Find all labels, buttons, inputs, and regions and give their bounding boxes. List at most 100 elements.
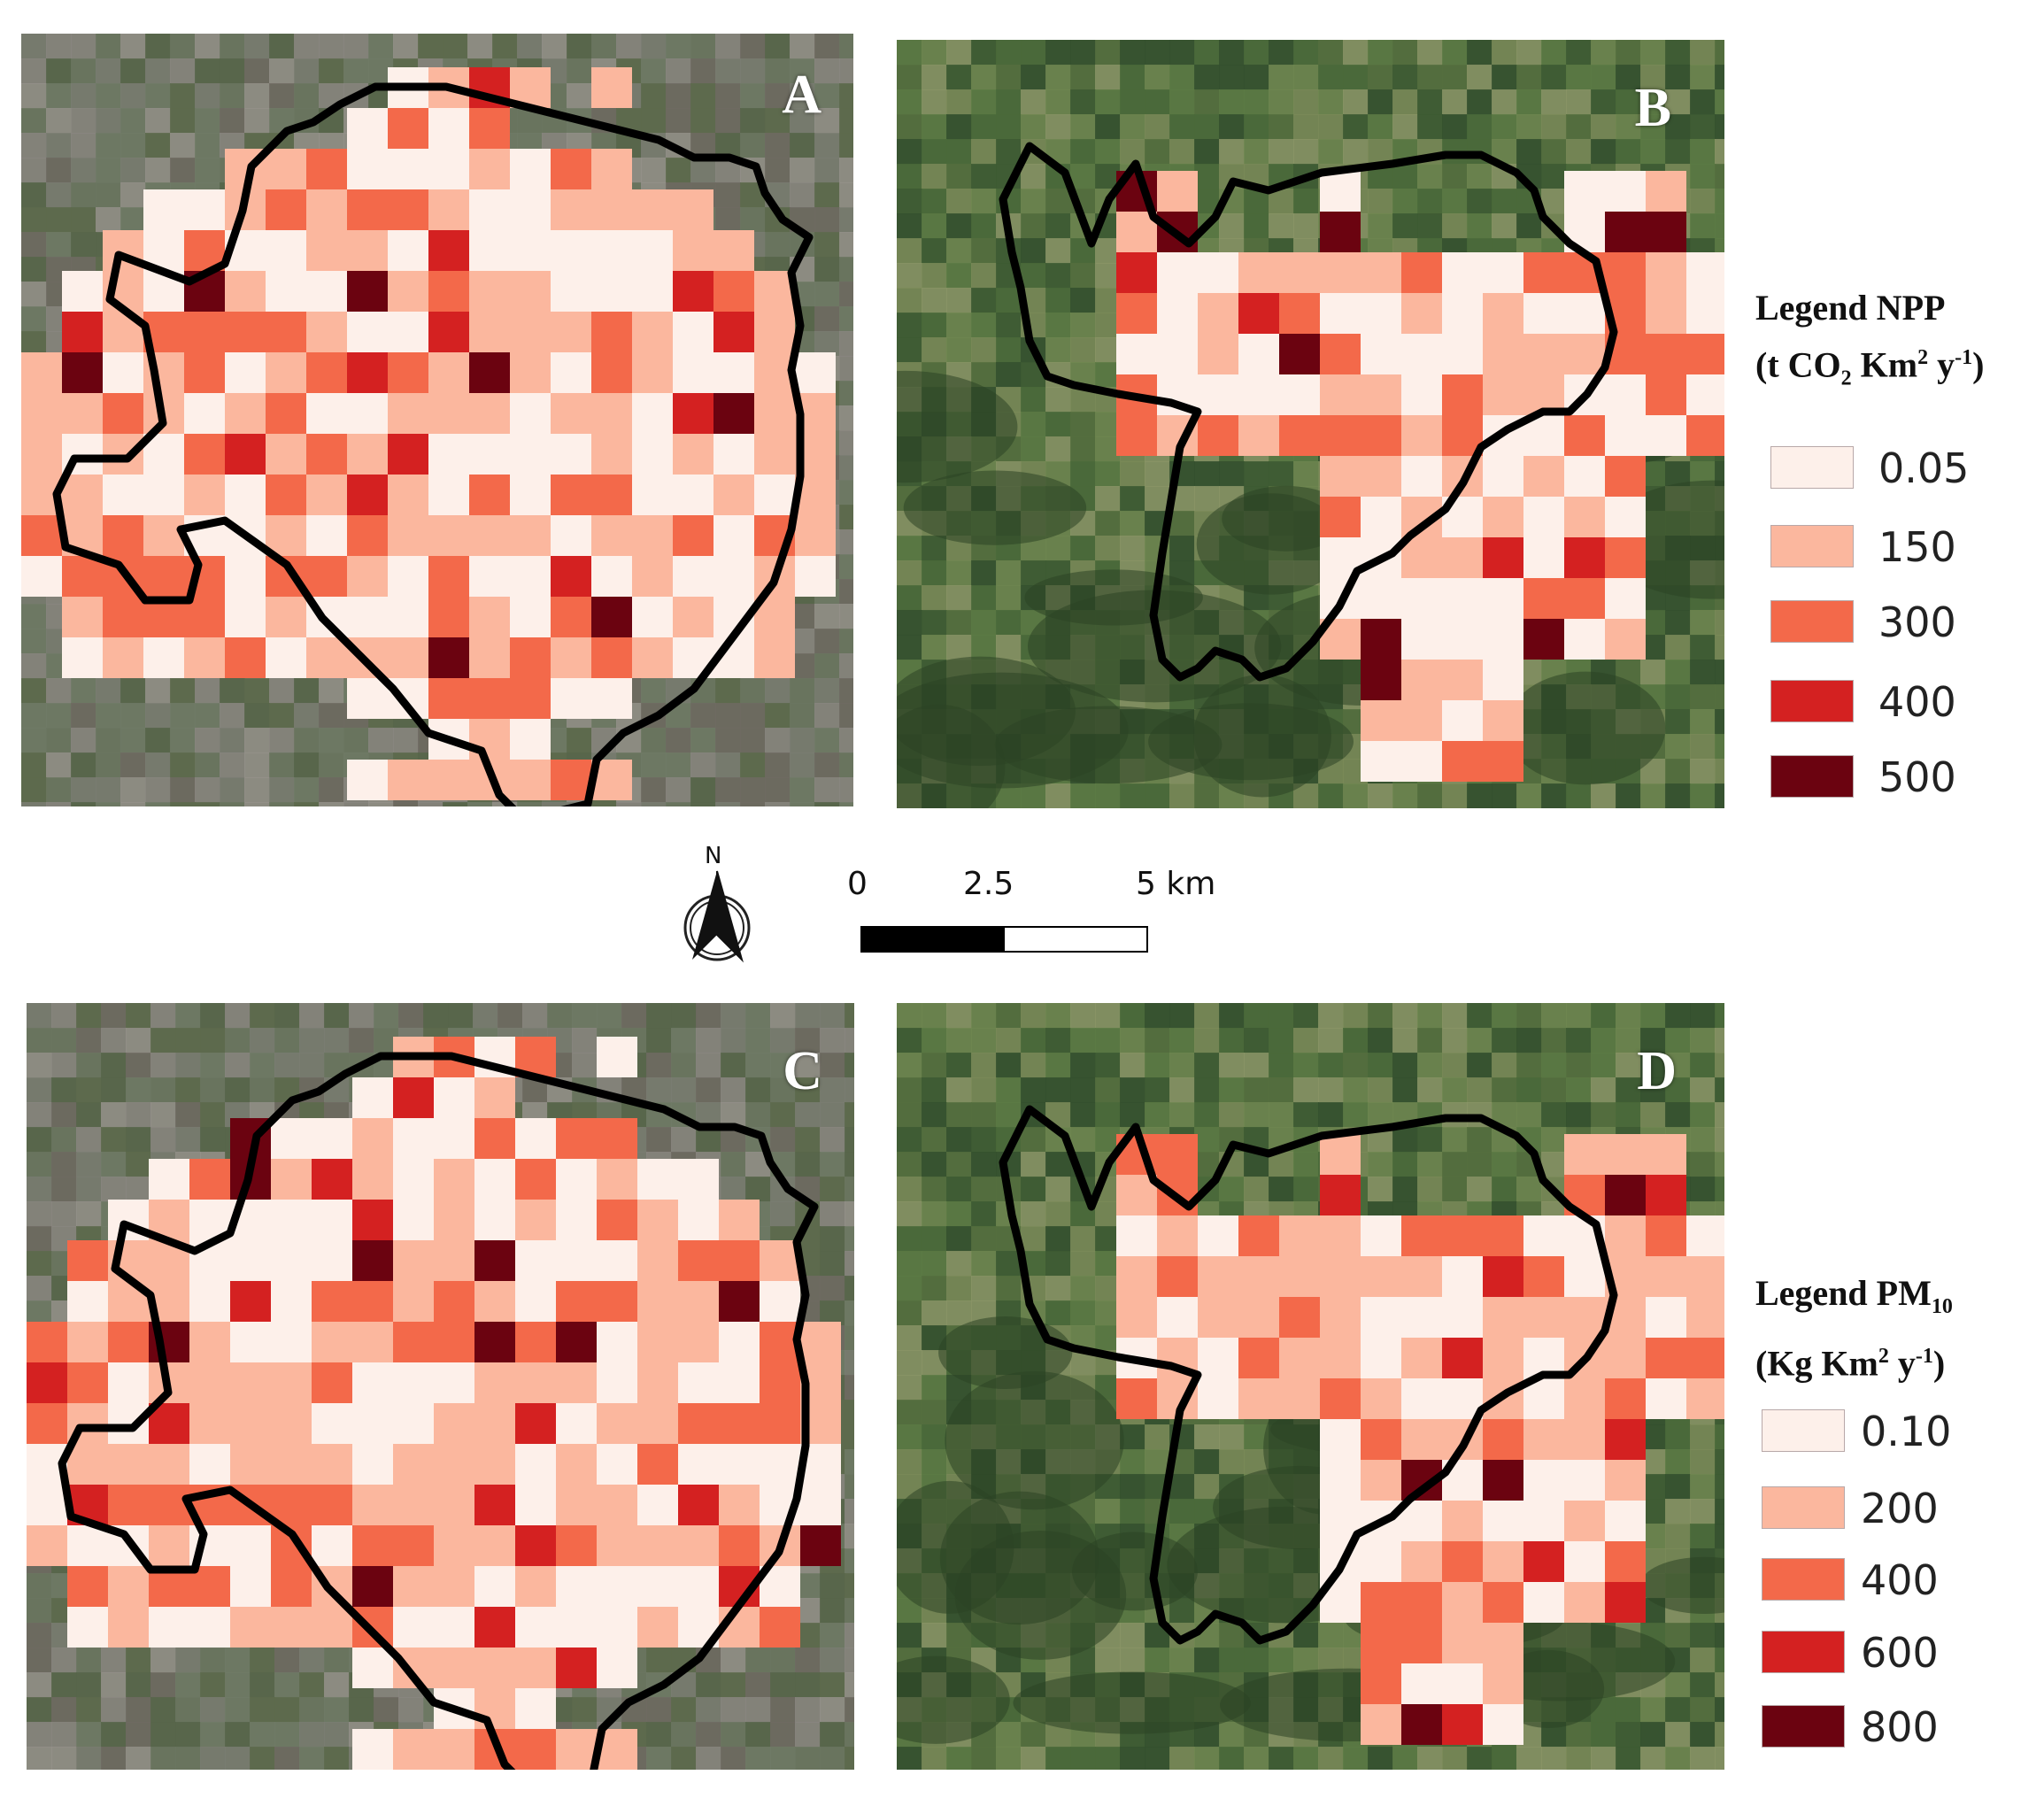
grid-cell [469,230,510,271]
grid-cell [266,230,306,271]
map-panel-b: B [897,40,1724,808]
grid-cell [189,1403,230,1444]
grid-cell [225,434,266,475]
grid-cell [515,1444,556,1485]
legend-swatch [1762,1486,1845,1529]
grid-cell [474,1281,515,1322]
grid-cell [551,189,591,230]
grid-cell [1238,1215,1279,1256]
grid-cell [678,1281,719,1322]
grid-cell [1401,334,1442,374]
grid-cell [556,1322,597,1362]
grid-cell [428,556,469,597]
grid-cell [597,1118,637,1159]
legend-swatch [1762,1558,1845,1601]
grid-cell [428,515,469,556]
grid-cell [21,393,62,434]
grid-cell [1279,293,1320,334]
grid-cell [1157,293,1198,334]
grid-cell [510,312,551,352]
grid-cell [1605,1215,1646,1256]
grid-cell [510,352,551,393]
map-c-svg [27,1003,854,1770]
grid-cell [1523,252,1564,293]
grid-cell [1483,578,1523,619]
grid-cell [1157,334,1198,374]
grid-cell [428,108,469,149]
grid-cell [108,1566,149,1607]
grid-cell [719,1322,760,1362]
grid-cell [632,434,673,475]
grid-cell [108,1362,149,1403]
grid-cell [1279,252,1320,293]
grid-cell [27,1403,67,1444]
grid-cell [103,393,143,434]
grid-cell [1605,1541,1646,1582]
grid-cell [1564,1501,1605,1541]
grid-cell [428,678,469,719]
grid-cell [469,434,510,475]
grid-cell [352,1729,393,1770]
grid-cell [1361,293,1401,334]
grid-cell [1523,1460,1564,1501]
grid-cell [591,475,632,515]
north-arrow-icon [683,870,751,963]
grid-cell [352,1159,393,1200]
grid-cell [434,1077,474,1118]
grid-cell [21,556,62,597]
grid-cell [800,1322,841,1362]
grid-cell [1320,252,1361,293]
grid-cell [1401,578,1442,619]
grid-cell [1442,1297,1483,1338]
grid-cell [271,1444,312,1485]
grid-cell [1361,497,1401,537]
scale-label-0: 0 [847,866,868,902]
grid-cell [108,1485,149,1525]
grid-cell [352,1281,393,1322]
grid-cell [591,230,632,271]
grid-cell [678,1566,719,1607]
grid-cell [1564,1256,1605,1297]
grid-cell [1401,1297,1442,1338]
grid-cell [800,1525,841,1566]
grid-cell [393,1403,434,1444]
grid-cell [591,597,632,637]
grid-cell [266,393,306,434]
grid-cell [271,1240,312,1281]
grid-cell [230,1444,271,1485]
grid-cell [1483,1663,1523,1704]
grid-cell [474,1688,515,1729]
grid-cell [149,1444,189,1485]
grid-cell [1320,415,1361,456]
grid-cell [312,1607,352,1648]
grid-cell [632,597,673,637]
grid-cell [388,556,428,597]
grid-cell [637,1322,678,1362]
grid-cell [1605,1338,1646,1378]
grid-cell [1238,252,1279,293]
grid-cell [434,1607,474,1648]
grid-cell [474,1159,515,1200]
legend-label: 600 [1861,1629,1939,1677]
city-boundary [52,82,814,806]
grid-cell [1279,374,1320,415]
grid-cell [306,475,347,515]
grid-cell [271,1322,312,1362]
grid-cell [597,1240,637,1281]
grid-cell [1320,171,1361,212]
grid-cell [1361,1419,1401,1460]
grid-cell [312,1525,352,1566]
grid-cell [1686,415,1724,456]
grid-cell [428,475,469,515]
grid-cell [515,1525,556,1566]
grid-cell [1320,1460,1361,1501]
grid-cell [1564,1582,1605,1623]
grid-cell [1320,1134,1361,1175]
legend-swatch [1770,600,1854,643]
grid-cell [1157,1297,1198,1338]
grid-cell [474,1525,515,1566]
grid-cell [230,1322,271,1362]
grid-cell [1401,1378,1442,1419]
grid-cell [428,189,469,230]
grid-cell [266,352,306,393]
